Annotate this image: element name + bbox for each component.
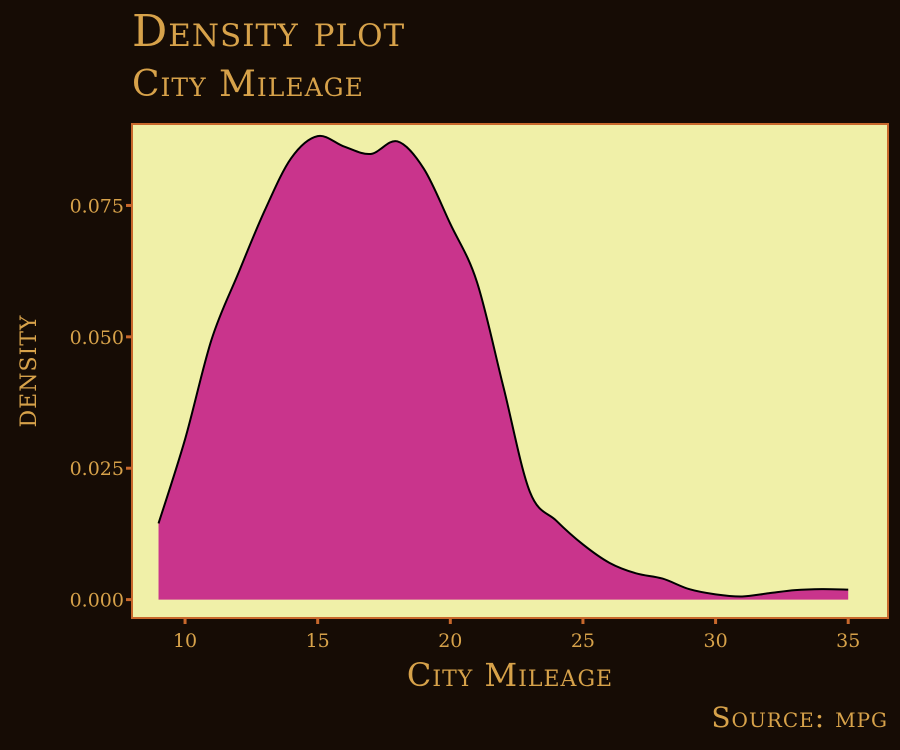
y-tick-label: 0.025 bbox=[70, 458, 124, 480]
chart-subtitle: City Mileage bbox=[132, 64, 364, 105]
y-tick-label: 0.050 bbox=[70, 327, 124, 349]
x-tick-label: 10 bbox=[173, 630, 197, 652]
y-tick-label: 0.000 bbox=[70, 590, 124, 612]
y-axis-title: density bbox=[6, 315, 44, 428]
x-axis-title: City Mileage bbox=[407, 656, 613, 694]
x-tick-label: 35 bbox=[836, 630, 860, 652]
density-area bbox=[158, 135, 849, 600]
chart-caption: Source: mpg bbox=[711, 701, 888, 734]
density-line bbox=[157, 134, 849, 598]
x-tick-label: 15 bbox=[306, 630, 330, 652]
x-tick-label: 20 bbox=[438, 630, 462, 652]
x-tick-label: 30 bbox=[703, 630, 727, 652]
chart-title: Density plot bbox=[132, 6, 406, 57]
x-tick-label: 25 bbox=[571, 630, 595, 652]
y-tick-label: 0.075 bbox=[70, 195, 124, 217]
